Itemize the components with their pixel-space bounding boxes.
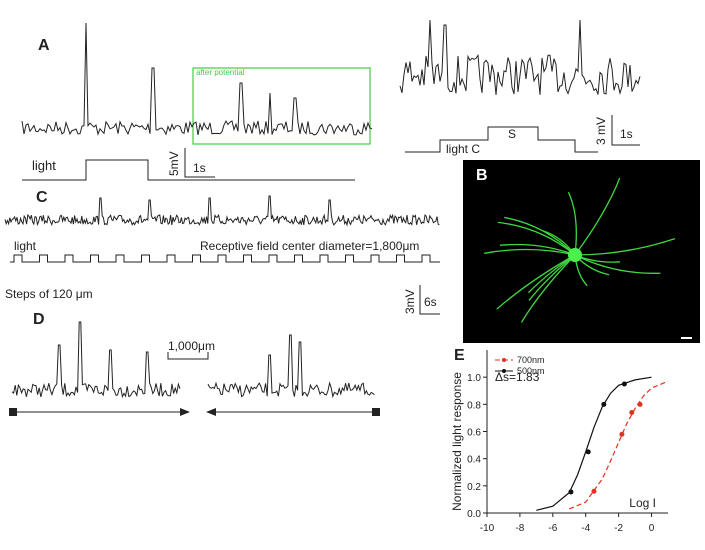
dendrite (496, 254, 576, 310)
y-tick-label: 0.4 (467, 455, 481, 466)
panel-label: A (38, 37, 50, 54)
voltage-trace (4, 195, 440, 227)
traces (4, 19, 641, 399)
scale-bar (611, 115, 640, 146)
x-tick-label: -6 (548, 523, 557, 534)
scale-bar (184, 148, 215, 178)
y-tick-label: 0.2 (467, 482, 481, 493)
dendrite (504, 216, 576, 256)
dendrite (567, 191, 577, 256)
data-point (629, 409, 635, 415)
fit-curve (569, 380, 669, 510)
scale-bar (419, 285, 440, 315)
x-tick-label: 0 (649, 523, 655, 534)
stimulus-pulses (10, 254, 440, 263)
voltage-trace (399, 19, 641, 96)
scale-label: 5mV (167, 151, 181, 176)
arrowhead (206, 408, 216, 416)
dendrite (574, 254, 661, 274)
scale-label: 1s (193, 161, 206, 175)
voltage-trace (207, 334, 375, 399)
start-marker (372, 408, 380, 416)
arrowhead (180, 408, 190, 416)
data-point (637, 401, 643, 407)
scale-label: 6s (424, 295, 437, 309)
voltage-trace (11, 321, 181, 399)
stimulus (10, 254, 440, 263)
stim-label: light C (446, 142, 480, 156)
dendrite (520, 254, 576, 323)
scale-label: 1,000μm (168, 339, 215, 353)
soma (568, 248, 582, 262)
scale-label: 3 mV (594, 117, 608, 145)
dendrite (574, 237, 676, 256)
data-point (619, 431, 625, 437)
panel-label: D (33, 311, 45, 328)
x-axis-label: Log I (629, 496, 656, 510)
dendrite (497, 221, 576, 256)
annotation: Receptive field center diameter=1,800μm (200, 239, 419, 253)
panel-label: E (454, 347, 465, 364)
dendrite (574, 177, 621, 256)
dendrite (499, 243, 576, 256)
y-tick-label: 1.0 (467, 373, 481, 384)
stim-label: light (14, 239, 37, 253)
y-tick-label: 0.0 (467, 509, 481, 520)
y-tick-label: 0.6 (467, 428, 481, 439)
data-point (591, 488, 597, 494)
data-point (621, 381, 627, 387)
legend-marker (502, 358, 506, 362)
data-point (568, 489, 574, 495)
y-axis-label: Normalized light response (450, 372, 464, 511)
annotation: Δs=1.83 (495, 370, 540, 384)
stimulus (405, 126, 598, 153)
legend-label: 500nm (517, 366, 545, 376)
highlight-box (192, 67, 371, 145)
y-tick-label: 0.8 (467, 400, 481, 411)
x-tick-label: -8 (515, 523, 524, 534)
x-tick-label: -4 (581, 523, 590, 534)
x-tick-label: -2 (614, 523, 623, 534)
data-point (585, 449, 591, 455)
scale-bar (167, 352, 209, 360)
panel-label: C (36, 189, 48, 206)
micrograph (463, 160, 700, 343)
x-tick-label: -10 (480, 523, 495, 534)
legend-label: 700nm (517, 355, 545, 365)
data-point (601, 401, 607, 407)
scale-label: 3mV (403, 289, 417, 314)
scale-label: 1s (620, 127, 633, 141)
stim-label: light (32, 158, 56, 173)
annotation: Steps of 120 μm (5, 287, 93, 301)
annotation: after potential (196, 68, 245, 77)
start-marker (9, 408, 17, 416)
stimulus (22, 159, 355, 181)
stim-label: S (508, 127, 516, 141)
dendrite (484, 248, 576, 256)
neuron (484, 177, 676, 323)
panel-label: B (476, 167, 488, 184)
voltage-trace (21, 22, 373, 136)
legend-marker (502, 369, 506, 373)
